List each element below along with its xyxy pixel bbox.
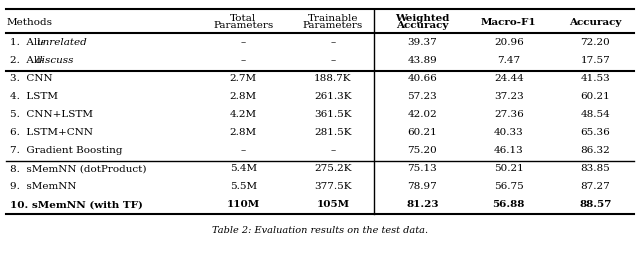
Text: Parameters: Parameters: [213, 21, 273, 30]
Text: 24.44: 24.44: [494, 74, 524, 83]
Text: 40.66: 40.66: [408, 74, 437, 83]
Text: Trainable: Trainable: [308, 14, 358, 23]
Text: 43.89: 43.89: [408, 56, 437, 65]
Text: Weighted: Weighted: [396, 14, 449, 23]
Text: 8.  sMemNN (dotProduct): 8. sMemNN (dotProduct): [10, 164, 146, 173]
Text: 2.7M: 2.7M: [230, 74, 257, 83]
Text: Total: Total: [230, 14, 257, 23]
Text: –: –: [241, 146, 246, 155]
Text: 72.20: 72.20: [580, 38, 610, 47]
Text: 56.88: 56.88: [493, 200, 525, 209]
Text: 2.8M: 2.8M: [230, 128, 257, 137]
Text: Accuracy: Accuracy: [569, 18, 621, 27]
Text: 42.02: 42.02: [408, 110, 437, 119]
Text: 83.85: 83.85: [580, 164, 610, 173]
Text: 27.36: 27.36: [494, 110, 524, 119]
Text: 39.37: 39.37: [408, 38, 437, 47]
Text: 65.36: 65.36: [580, 128, 610, 137]
Text: 88.57: 88.57: [579, 200, 611, 209]
Text: discuss: discuss: [36, 56, 75, 65]
Text: 75.20: 75.20: [408, 146, 437, 155]
Text: 37.23: 37.23: [494, 92, 524, 101]
Text: 40.33: 40.33: [494, 128, 524, 137]
Text: 56.75: 56.75: [494, 182, 524, 191]
Text: 5.  CNN+LSTM: 5. CNN+LSTM: [10, 110, 93, 119]
Text: 48.54: 48.54: [580, 110, 610, 119]
Text: 10. sMemNN (with TF): 10. sMemNN (with TF): [10, 200, 143, 209]
Text: 60.21: 60.21: [408, 128, 437, 137]
Text: 20.96: 20.96: [494, 38, 524, 47]
Text: 275.2K: 275.2K: [314, 164, 351, 173]
Text: 57.23: 57.23: [408, 92, 437, 101]
Text: 281.5K: 281.5K: [314, 128, 351, 137]
Text: –: –: [330, 38, 335, 47]
Text: –: –: [241, 56, 246, 65]
Text: Parameters: Parameters: [303, 21, 363, 30]
Text: 86.32: 86.32: [580, 146, 610, 155]
Text: 81.23: 81.23: [406, 200, 438, 209]
Text: 9.  sMemNN: 9. sMemNN: [10, 182, 76, 191]
Text: 1.  All-: 1. All-: [10, 38, 44, 47]
Text: –: –: [241, 38, 246, 47]
Text: 188.7K: 188.7K: [314, 74, 351, 83]
Text: 2.8M: 2.8M: [230, 92, 257, 101]
Text: –: –: [330, 56, 335, 65]
Text: 261.3K: 261.3K: [314, 92, 351, 101]
Text: 7.47: 7.47: [497, 56, 520, 65]
Text: 2.  All-: 2. All-: [10, 56, 44, 65]
Text: 105M: 105M: [316, 200, 349, 209]
Text: 87.27: 87.27: [580, 182, 610, 191]
Text: 41.53: 41.53: [580, 74, 610, 83]
Text: 110M: 110M: [227, 200, 260, 209]
Text: 78.97: 78.97: [408, 182, 437, 191]
Text: 5.4M: 5.4M: [230, 164, 257, 173]
Text: Macro-F1: Macro-F1: [481, 18, 536, 27]
Text: Accuracy: Accuracy: [396, 21, 449, 30]
Text: 3.  CNN: 3. CNN: [10, 74, 52, 83]
Text: unrelated: unrelated: [36, 38, 87, 47]
Text: –: –: [330, 146, 335, 155]
Text: 4.2M: 4.2M: [230, 110, 257, 119]
Text: 60.21: 60.21: [580, 92, 610, 101]
Text: 17.57: 17.57: [580, 56, 610, 65]
Text: 377.5K: 377.5K: [314, 182, 351, 191]
Text: 4.  LSTM: 4. LSTM: [10, 92, 58, 101]
Text: 46.13: 46.13: [494, 146, 524, 155]
Text: 75.13: 75.13: [408, 164, 437, 173]
Text: 6.  LSTM+CNN: 6. LSTM+CNN: [10, 128, 93, 137]
Text: Table 2: Evaluation results on the test data.: Table 2: Evaluation results on the test …: [212, 226, 428, 235]
Text: 5.5M: 5.5M: [230, 182, 257, 191]
Text: Methods: Methods: [6, 18, 52, 27]
Text: 50.21: 50.21: [494, 164, 524, 173]
Text: 361.5K: 361.5K: [314, 110, 351, 119]
Text: 7.  Gradient Boosting: 7. Gradient Boosting: [10, 146, 122, 155]
